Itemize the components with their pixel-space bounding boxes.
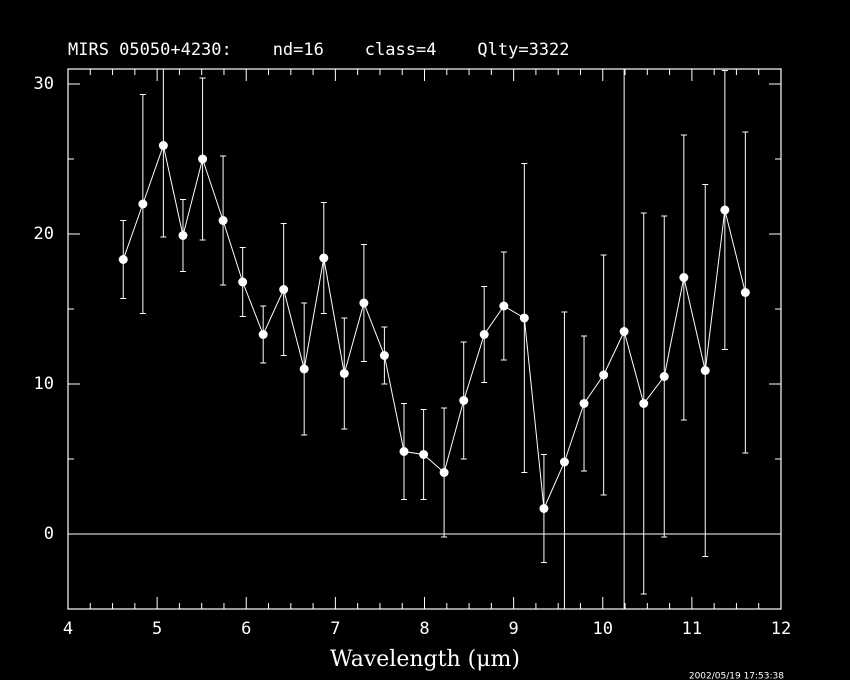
data-point	[158, 141, 168, 150]
data-point	[679, 273, 689, 282]
data-point	[359, 298, 369, 308]
data-point	[118, 255, 128, 264]
data-point	[700, 366, 710, 375]
data-point	[720, 205, 730, 215]
data-point	[299, 364, 309, 374]
data-point	[439, 468, 449, 477]
data-point	[479, 330, 489, 339]
data-point	[559, 457, 569, 467]
data-point	[279, 285, 289, 294]
data-point	[178, 231, 188, 240]
data-point	[238, 277, 248, 287]
data-point	[579, 399, 589, 408]
y-tick-label: 10	[34, 374, 54, 394]
x-axis-label: Wavelength (μm)	[330, 647, 520, 672]
plot-frame	[67, 68, 782, 610]
data-point	[339, 369, 349, 378]
y-tick-label: 0	[44, 524, 54, 544]
x-tick-label: 8	[419, 619, 429, 639]
data-point	[138, 199, 148, 209]
timestamp: 2002/05/19 17:53:38	[689, 672, 784, 680]
data-point	[319, 253, 329, 263]
data-point	[499, 301, 509, 311]
data-point	[218, 216, 228, 225]
data-point	[639, 399, 649, 408]
chart-title: MIRS 05050+4230: nd=16 class=4 Qlty=3322	[68, 40, 570, 60]
y-tick-label: 30	[34, 74, 54, 94]
x-tick-label: 11	[682, 619, 702, 639]
x-tick-label: 4	[63, 619, 73, 639]
data-point	[258, 330, 268, 339]
data-point	[539, 504, 549, 513]
data-point	[599, 370, 609, 380]
x-tick-label: 7	[330, 619, 340, 639]
y-tick-label: 20	[34, 224, 54, 244]
x-tick-label: 10	[593, 619, 613, 639]
data-point	[519, 313, 529, 323]
x-tick-label: 5	[152, 619, 162, 639]
x-tick-label: 9	[509, 619, 519, 639]
data-point	[399, 447, 409, 456]
data-point	[619, 327, 629, 336]
data-line	[122, 143, 746, 511]
data-point	[740, 288, 750, 297]
x-tick-label: 12	[771, 619, 791, 639]
data-point	[419, 450, 429, 459]
data-point	[379, 351, 389, 360]
data-point	[198, 154, 208, 164]
data-point	[659, 372, 669, 381]
x-tick-label: 6	[241, 619, 251, 639]
data-point	[459, 396, 469, 405]
